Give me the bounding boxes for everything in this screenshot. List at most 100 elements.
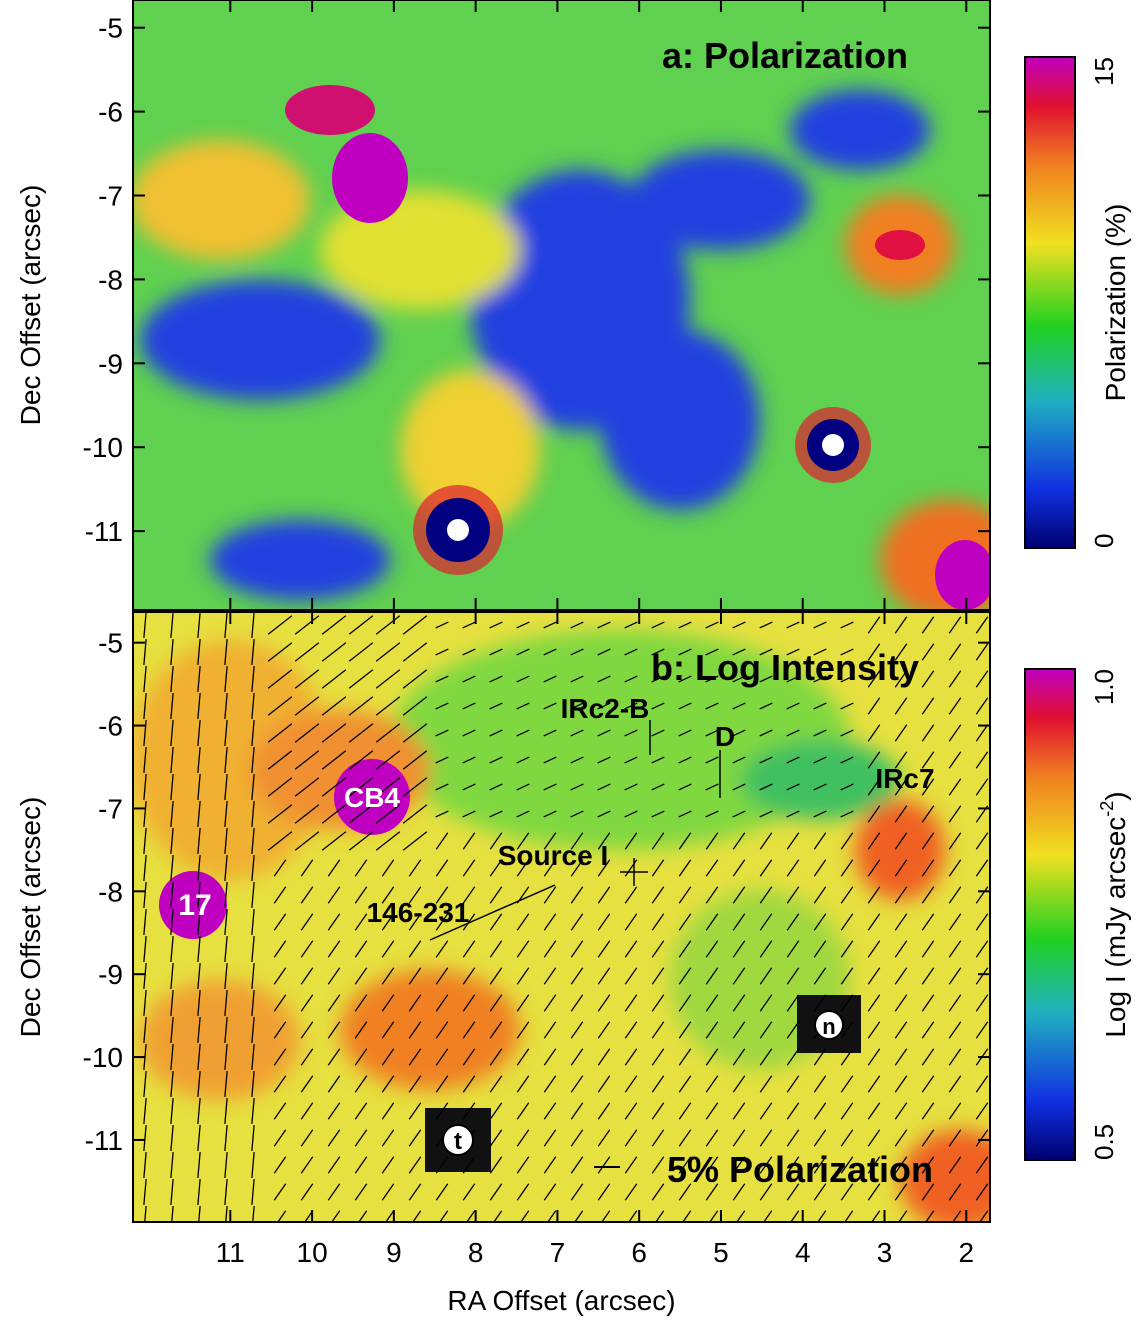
vector: [624, 967, 638, 985]
vector: [294, 642, 320, 662]
vector: [294, 723, 320, 743]
vector: [948, 1102, 962, 1120]
vector: [786, 756, 800, 764]
vector: [651, 675, 665, 683]
vector: [732, 756, 746, 764]
vector: [543, 1102, 557, 1120]
vector: [224, 1124, 228, 1152]
vector: [732, 729, 746, 737]
colorbar-tick-label: 0: [1089, 534, 1119, 548]
vector: [840, 1102, 854, 1120]
vector: [516, 729, 530, 737]
vector: [354, 1048, 368, 1066]
vector: [682, 1210, 692, 1222]
vector: [170, 612, 174, 639]
vector: [624, 729, 638, 737]
vector: [354, 994, 368, 1012]
vector: [732, 1129, 746, 1147]
vector: [732, 675, 746, 683]
vector: [786, 621, 800, 629]
vector: [251, 1043, 255, 1071]
vector: [948, 751, 962, 769]
y-tick-label: -7: [98, 793, 123, 824]
vector: [921, 1156, 935, 1174]
vector: [381, 967, 395, 985]
panel-title: b: Log Intensity: [651, 647, 919, 688]
vector: [267, 669, 293, 689]
vector: [813, 675, 827, 683]
vector: [759, 675, 773, 683]
vector: [678, 1129, 692, 1147]
vector: [143, 854, 147, 882]
vector: [225, 1205, 228, 1222]
vector: [435, 859, 449, 877]
vector: [759, 994, 773, 1012]
vector: [143, 881, 147, 909]
vector: [402, 831, 428, 851]
vector: [678, 1075, 692, 1093]
vector: [574, 1210, 584, 1222]
vector: [948, 859, 962, 877]
vector: [570, 967, 584, 985]
vector: [732, 994, 746, 1012]
vector: [867, 805, 881, 823]
vector: [543, 1129, 557, 1147]
vector: [143, 800, 147, 828]
vector: [867, 1021, 881, 1039]
x-tick-label: 2: [958, 1237, 974, 1268]
vector: [921, 670, 935, 688]
vector: [348, 642, 374, 662]
vector: [375, 669, 401, 689]
vector: [516, 810, 530, 818]
vector: [381, 1021, 395, 1039]
vector: [516, 832, 530, 850]
vector: [813, 783, 827, 791]
vector: [813, 913, 827, 931]
vector: [867, 967, 881, 985]
vector: [462, 967, 476, 985]
vector: [732, 886, 746, 904]
vector: [948, 778, 962, 796]
vector: [975, 1156, 989, 1174]
vector: [224, 1097, 228, 1125]
vector: [732, 621, 746, 629]
vector: [867, 751, 881, 769]
vector: [570, 729, 584, 737]
vector: [840, 994, 854, 1012]
vector: [867, 832, 881, 850]
vector: [300, 859, 314, 877]
y-tick-label: -9: [98, 348, 123, 379]
vector: [678, 994, 692, 1012]
vector: [732, 832, 746, 850]
vector: [624, 783, 638, 791]
vector: [570, 832, 584, 850]
vector: [894, 832, 908, 850]
vector: [489, 886, 503, 904]
vector: [759, 702, 773, 710]
vector: [197, 827, 201, 855]
vector: [786, 810, 800, 818]
x-tick-label: 5: [713, 1237, 729, 1268]
vector: [381, 859, 395, 877]
vector: [543, 1048, 557, 1066]
vector: [705, 783, 719, 791]
vector: [224, 935, 228, 963]
vector: [385, 1210, 395, 1222]
vector: [170, 854, 174, 882]
vector: [867, 1075, 881, 1093]
vector: [543, 756, 557, 764]
vector: [273, 913, 287, 931]
vector: [381, 1048, 395, 1066]
vector: [170, 962, 174, 990]
vector: [624, 1129, 638, 1147]
vector: [354, 1183, 368, 1201]
vector: [651, 729, 665, 737]
vector: [624, 913, 638, 931]
vector: [867, 1102, 881, 1120]
vector: [543, 832, 557, 850]
vector: [435, 648, 449, 656]
vector: [462, 1102, 476, 1120]
vector: [462, 886, 476, 904]
vector: [348, 831, 374, 851]
vector: [273, 1156, 287, 1174]
